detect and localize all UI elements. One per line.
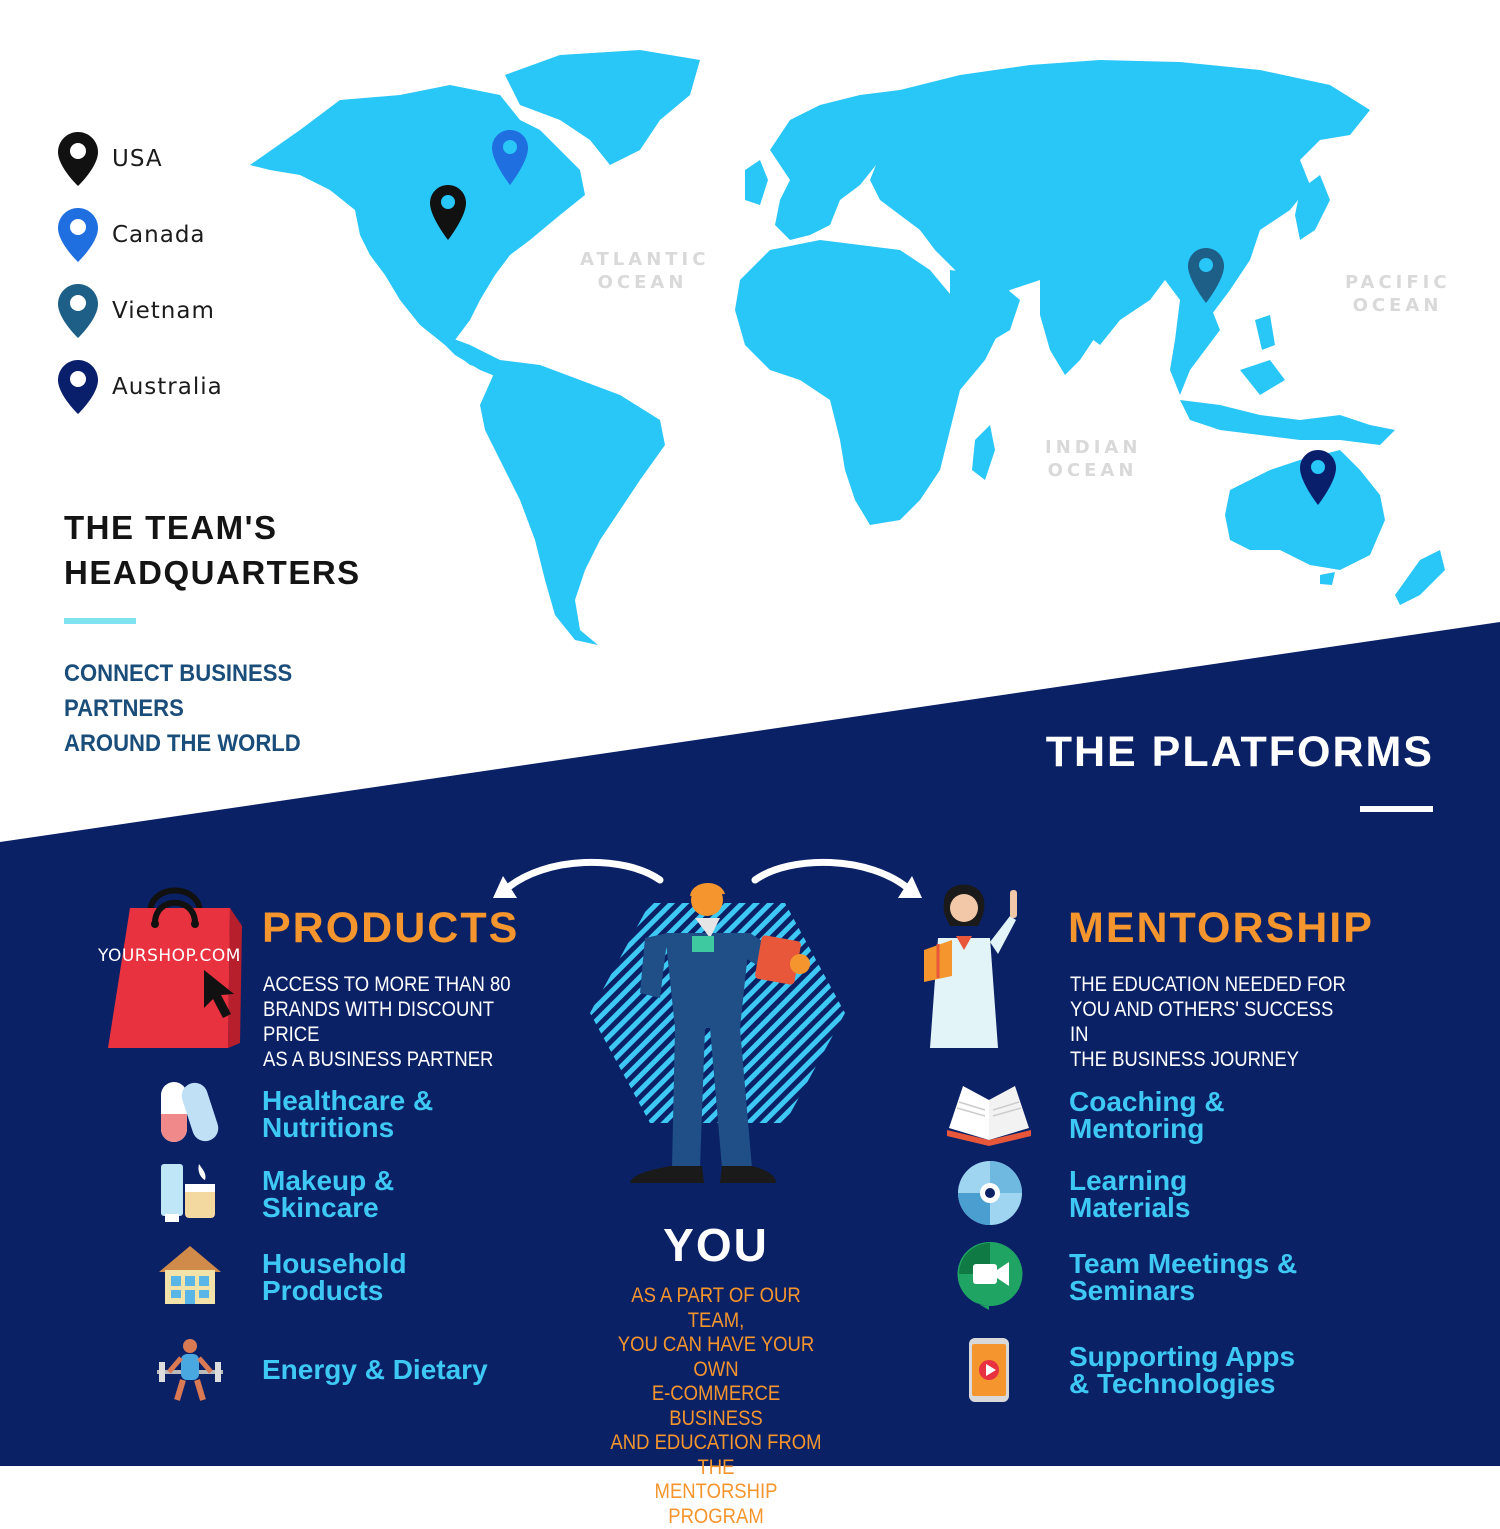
map-pin-icon (58, 360, 98, 414)
description-line: ACCESS TO MORE THAN 80 (263, 973, 511, 996)
products-title: PRODUCTS (262, 904, 520, 952)
legend-item-australia: Australia (58, 360, 223, 414)
legend-item-vietnam: Vietnam (58, 284, 215, 338)
world-map (250, 50, 1445, 645)
mentorship-item-coaching: Coaching & Mentoring (945, 1078, 1225, 1148)
map-pin-icon (58, 132, 98, 186)
you-description: AS A PART OF OUR TEAM, YOU CAN HAVE YOUR… (610, 1284, 821, 1529)
legend-item-canada: Canada (58, 208, 206, 262)
atlantic-ocean-label: ATLANTIC OCEAN (580, 248, 705, 294)
divider (64, 618, 136, 624)
vietnam-map-pin-icon (1188, 248, 1224, 303)
you-title: YOU (663, 1219, 769, 1271)
shop-label: YOURSHOP.COM (98, 946, 241, 966)
cosmetics-icon (161, 1164, 215, 1222)
pill-icon (161, 1082, 219, 1142)
mentorship-item-apps: Supporting Apps & Technologies (955, 1334, 1295, 1404)
mentorship-item-label: Learning Materials (1069, 1165, 1191, 1223)
ocean-label-line: INDIAN (1045, 437, 1142, 458)
usa-map-pin-icon (430, 185, 466, 240)
map-pin-icon (58, 284, 98, 338)
legend-label: Canada (112, 222, 206, 248)
product-item-label: Energy & Dietary (262, 1353, 488, 1385)
mentorship-description: THE EDUCATION NEEDED FOR YOU AND OTHERS'… (1070, 972, 1352, 1072)
product-item-energy: Energy & Dietary (155, 1334, 488, 1404)
platforms-title: THE PLATFORMS (1045, 728, 1434, 776)
video-meeting-icon (957, 1241, 1023, 1310)
headquarters-subtitle-line: AROUND THE WORLD (64, 730, 301, 757)
mentorship-item-learning: Learning Materials (955, 1158, 1190, 1228)
product-item-makeup: Makeup & Skincare (155, 1158, 394, 1228)
arrow-left-icon (493, 858, 664, 898)
ocean-label-line: PACIFIC (1345, 272, 1451, 293)
phone-video-icon (969, 1338, 1009, 1402)
description-line: AND EDUCATION FROM THE (610, 1431, 822, 1479)
ocean-label-line: ATLANTIC (580, 249, 710, 270)
mentorship-item-label: Coaching & Mentoring (1069, 1086, 1225, 1144)
mentorship-item-label: Supporting Apps & Technologies (1069, 1341, 1296, 1399)
mentor-illustration (924, 884, 1017, 1048)
product-item-label: Makeup & Skincare (262, 1165, 395, 1223)
product-item-label: Healthcare & Nutritions (262, 1085, 434, 1143)
description-line: MENTORSHIP PROGRAM (654, 1480, 778, 1528)
businessman-illustration (590, 882, 845, 1183)
description-line: YOU AND OTHERS' SUCCESS IN (1070, 998, 1334, 1046)
australia-map-pin-icon (1300, 450, 1336, 505)
open-book-icon (947, 1086, 1031, 1146)
map-pin-icon (58, 208, 98, 262)
product-item-label: Household Products (262, 1248, 407, 1306)
divider (1360, 806, 1433, 812)
description-line: AS A BUSINESS PARTNER (263, 1048, 494, 1071)
legend-label: Vietnam (112, 298, 215, 324)
product-item-household: Household Products (155, 1240, 407, 1310)
headquarters-title-line: THE TEAM'S (64, 509, 278, 546)
description-line: THE BUSINESS JOURNEY (1070, 1048, 1299, 1071)
legend-label: USA (112, 146, 163, 172)
legend-label: Australia (112, 374, 223, 400)
description-line: AS A PART OF OUR TEAM, (631, 1284, 801, 1332)
headquarters-title: THE TEAM'S HEADQUARTERS (64, 505, 404, 595)
mentorship-title: MENTORSHIP (1068, 904, 1374, 952)
disc-icon (958, 1161, 1022, 1225)
description-line: YOU CAN HAVE YOUR OWN (617, 1333, 815, 1381)
headquarters-subtitle: CONNECT BUSINESS PARTNERS AROUND THE WOR… (64, 656, 395, 761)
product-item-healthcare: Healthcare & Nutritions (155, 1078, 433, 1148)
mentorship-item-label: Team Meetings & Seminars (1069, 1248, 1298, 1306)
ocean-label-line: OCEAN (1047, 460, 1138, 481)
canada-map-pin-icon (492, 130, 528, 185)
description-line: BRANDS WITH DISCOUNT PRICE (263, 998, 494, 1046)
mentorship-item-meetings: Team Meetings & Seminars (955, 1240, 1297, 1310)
headquarters-subtitle-line: CONNECT BUSINESS PARTNERS (64, 660, 293, 722)
description-line: E-COMMERCE BUSINESS (651, 1382, 781, 1430)
indian-ocean-label: INDIAN OCEAN (1045, 436, 1140, 482)
ocean-label-line: OCEAN (597, 272, 688, 293)
pacific-ocean-label: PACIFIC OCEAN (1345, 271, 1450, 317)
shopping-bag-icon (108, 887, 242, 1048)
products-description: ACCESS TO MORE THAN 80 BRANDS WITH DISCO… (263, 972, 545, 1072)
headquarters-title-line: HEADQUARTERS (64, 554, 361, 591)
ocean-label-line: OCEAN (1352, 295, 1443, 316)
legend-item-usa: USA (58, 132, 163, 186)
arrow-right-icon (751, 858, 922, 898)
weightlifter-icon (157, 1339, 223, 1401)
description-line: THE EDUCATION NEEDED FOR (1070, 973, 1346, 996)
house-icon (159, 1246, 221, 1304)
